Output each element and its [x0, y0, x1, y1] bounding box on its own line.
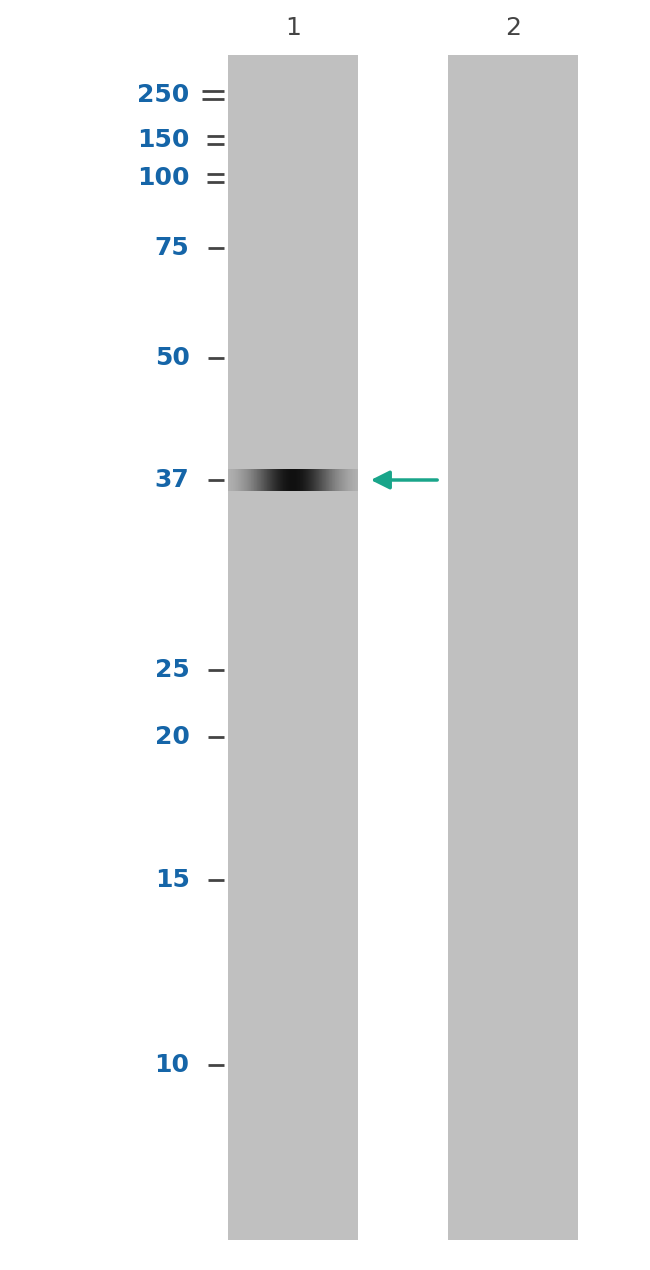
Text: 15: 15 [155, 867, 190, 892]
Text: 20: 20 [155, 725, 190, 749]
Text: 50: 50 [155, 345, 190, 370]
Text: 1: 1 [285, 17, 301, 39]
Text: 100: 100 [137, 166, 190, 190]
Text: 250: 250 [137, 83, 190, 107]
Text: 2: 2 [505, 17, 521, 39]
Text: 150: 150 [137, 128, 190, 152]
Bar [228, 55, 358, 1240]
Text: 37: 37 [155, 469, 190, 491]
Text: 10: 10 [155, 1053, 190, 1077]
Text: 25: 25 [155, 658, 190, 682]
Text: 75: 75 [155, 236, 190, 260]
Bar [448, 55, 578, 1240]
